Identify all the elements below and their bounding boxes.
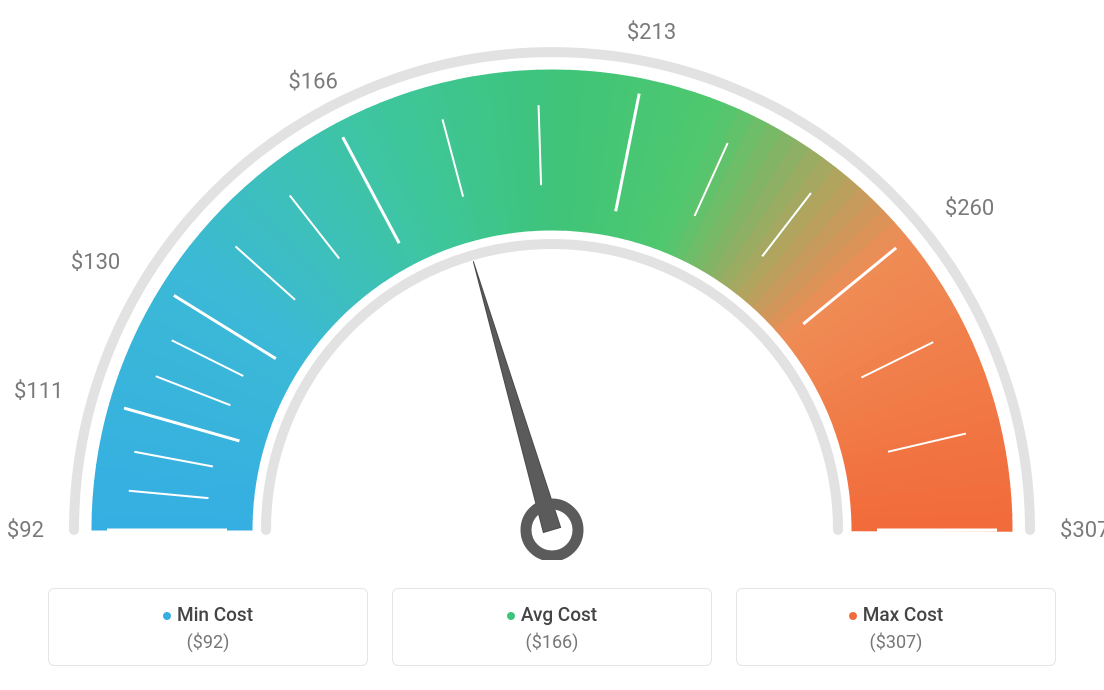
tick-label: $166: [288, 70, 337, 95]
legend-label: Min Cost: [49, 603, 367, 626]
gauge-svg: $92 $111 $130 $166 $213 $260 $307: [0, 0, 1104, 560]
legend-label: Avg Cost: [393, 603, 711, 626]
tick-label: $111: [14, 379, 63, 404]
legend-dot-icon: [849, 612, 857, 620]
legend-label-text: Avg Cost: [521, 603, 597, 626]
tick-label: $213: [627, 20, 676, 45]
legend-label-text: Max Cost: [863, 603, 943, 626]
legend-label-text: Min Cost: [177, 603, 253, 626]
legend-card-avg: Avg Cost ($166): [392, 588, 712, 666]
tick-label: $130: [71, 250, 120, 275]
tick-label: $307: [1060, 518, 1104, 543]
tick-label: $260: [945, 196, 994, 221]
tick-label: $92: [7, 518, 44, 543]
legend-value: ($307): [737, 632, 1055, 653]
legend-card-min: Min Cost ($92): [48, 588, 368, 666]
legend-dot-icon: [507, 612, 515, 620]
legend-value: ($166): [393, 632, 711, 653]
legend-value: ($92): [49, 632, 367, 653]
gauge-needle: [473, 261, 560, 532]
legend-dot-icon: [163, 612, 171, 620]
legend-card-max: Max Cost ($307): [736, 588, 1056, 666]
gauge-chart: $92 $111 $130 $166 $213 $260 $307: [0, 0, 1104, 560]
legend-label: Max Cost: [737, 603, 1055, 626]
legend-row: Min Cost ($92) Avg Cost ($166) Max Cost ($307…: [0, 588, 1104, 666]
gauge-band: [92, 70, 1012, 531]
